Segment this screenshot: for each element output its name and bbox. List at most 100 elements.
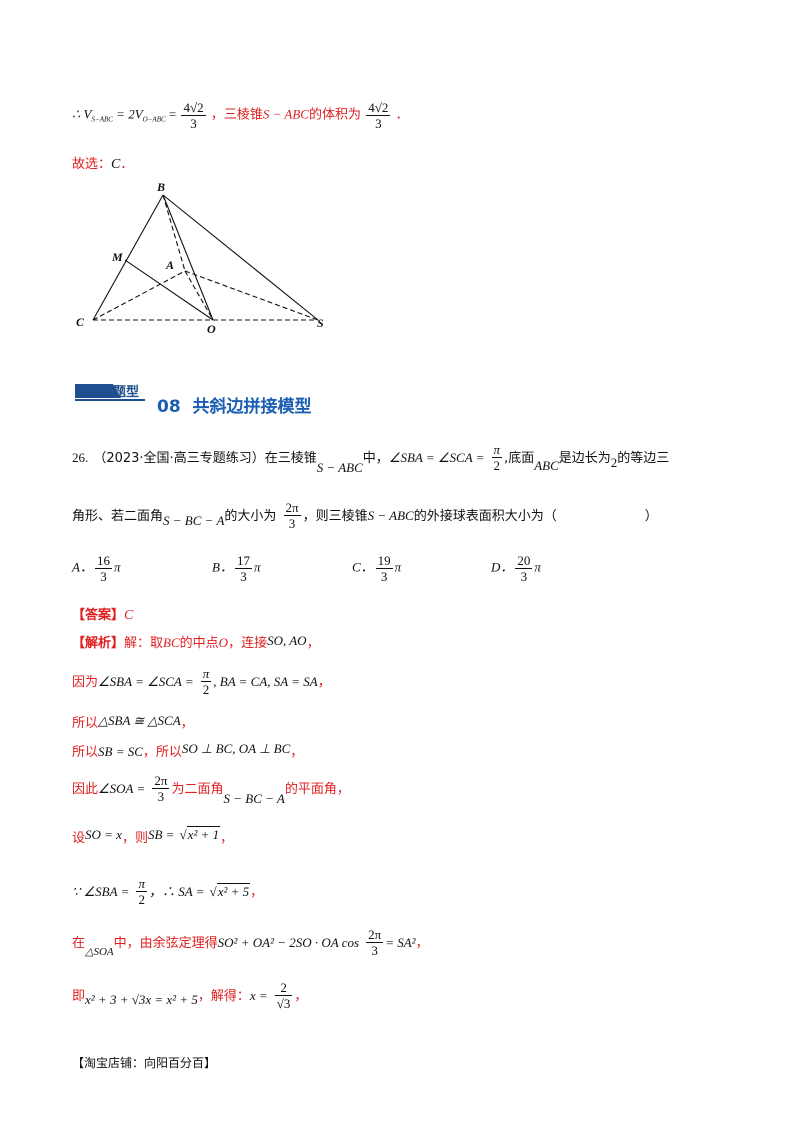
problem-line2-e: ） <box>644 509 658 524</box>
sol-l2-rest: , BA = CA, SA = SA <box>213 674 318 689</box>
solution-line-4: 所以SB = SC，所以SO ⊥ BC, OA ⊥ BC， <box>72 741 303 760</box>
edge-bs <box>162 194 319 321</box>
label-c: C <box>76 315 85 329</box>
choose-end: ． <box>120 157 134 172</box>
edge-ba <box>162 194 186 272</box>
choose-line: 故选：C． <box>72 153 133 173</box>
option-c-num: 19 <box>375 553 393 569</box>
volume-text-a: ，三棱锥 <box>210 107 263 123</box>
solution-label: 【解析】 <box>72 636 125 651</box>
option-d-num: 20 <box>515 553 533 569</box>
problem-in: 中， <box>362 451 389 466</box>
answer-label: 【答案】 <box>72 608 125 623</box>
sol-l7-sqrt: x² + 5 <box>216 883 251 899</box>
sol-l6-a: 设 <box>72 831 86 846</box>
tetrahedron-figure: B M A C O S <box>76 180 324 336</box>
sol-l7-b: ，∴ SA = <box>148 884 205 899</box>
solution-intro-a: 解：取 <box>124 636 164 651</box>
sol-l9-m: x² + 3 + √3x = x² + 5 <box>85 992 198 1007</box>
sol-l8-a: 在 <box>72 936 86 951</box>
sol-l5-frac: 2π 3 <box>152 773 170 804</box>
sol-l9-a: 即 <box>72 989 86 1004</box>
volume-mid: = 2V <box>112 106 143 122</box>
sol-l5-den: 3 <box>157 789 165 804</box>
edge-ca <box>92 270 186 321</box>
sol-l2-math: ∠SBA = ∠SCA = <box>98 674 194 689</box>
solution-line-3: 所以△SBA ≅ △SCA， <box>72 712 194 731</box>
option-a-num: 16 <box>94 553 112 569</box>
solution-o: O <box>218 635 229 650</box>
edge-as <box>184 270 319 321</box>
problem-pi: π <box>491 442 503 458</box>
sol-l8-m: SO² + OA² − 2SO · OA cos <box>217 935 360 950</box>
volume-sub-1: S−ABC <box>91 115 113 124</box>
volume-sub-2: O−ABC <box>142 115 166 124</box>
volume-frac-den: 3 <box>190 116 197 131</box>
solution-intro-b: 的中点 <box>179 636 219 651</box>
problem-side-len: 2 <box>610 455 618 470</box>
option-d[interactable]: D． 20 3 π <box>491 553 541 584</box>
section-badge-text: 题型 <box>113 385 140 400</box>
volume-tetra: S − ABC <box>262 106 309 122</box>
option-b-pi: π <box>253 559 261 575</box>
sol-l5-m2: S − BC − A <box>223 791 285 806</box>
problem-line-2: 角形、若二面角S − BC − A的大小为 2π 3 ，则三棱锥S − ABC的外接… <box>72 500 658 531</box>
sol-l9-den: √3 <box>276 996 291 1011</box>
option-a-pi: π <box>113 559 121 575</box>
sol-l4-a: 所以 <box>72 745 99 760</box>
sol-l9-m2: x = <box>249 988 268 1003</box>
section-badge: 题型 <box>75 380 145 402</box>
sol-l5-m: ∠SOA = <box>98 781 146 796</box>
option-b[interactable]: B． 17 3 π <box>212 553 260 584</box>
sol-l2-end: ， <box>317 675 331 690</box>
section-title: 共斜边拼接模型 <box>192 397 312 417</box>
sol-l8-num: 2π <box>366 927 384 943</box>
option-d-letter: D． <box>491 559 514 575</box>
footer-shop: 【淘宝店铺：向阳百分百】 <box>72 1056 217 1070</box>
sol-l5-b: 为二面角 <box>171 782 224 797</box>
sol-l9-end: ， <box>294 989 308 1004</box>
badge-shape-icon <box>75 384 145 401</box>
edge-ao <box>184 270 214 321</box>
option-b-den: 3 <box>240 569 247 584</box>
volume-fraction: 4√2 3 <box>181 100 206 131</box>
sol-l2-two: 2 <box>202 682 210 697</box>
edge-mo <box>124 259 214 321</box>
problem-equi-text: 的等边三 <box>617 451 670 466</box>
solution-conn: SO, AO <box>267 633 307 648</box>
sol-l3-end: ， <box>180 716 194 731</box>
solution-line-1: 【解析】解：取BC的中点O，连接SO, AO， <box>72 632 320 651</box>
sol-l9-num: 2 <box>274 980 293 996</box>
sol-l4-m1: SB = SC <box>98 744 143 759</box>
option-a[interactable]: A． 16 3 π <box>72 553 120 584</box>
problem-line2-tetra: S − ABC <box>367 508 414 523</box>
option-d-frac: 20 3 <box>515 553 533 584</box>
edge-bc <box>92 194 164 321</box>
sol-l7-radical-icon: √ <box>209 884 217 899</box>
sol-l6-b: ，则 <box>121 831 148 846</box>
solution-intro-c: ，连接 <box>228 636 268 651</box>
problem-two: 2 <box>493 458 501 473</box>
option-b-letter: B． <box>212 559 233 575</box>
volume-result-line: ∴ VS−ABC = 2VO−ABC = 4√2 3 ，三棱锥S − ABC的体积… <box>72 100 409 131</box>
problem-tetra: S − ABC <box>316 460 363 475</box>
option-d-pi: π <box>534 559 541 575</box>
option-c[interactable]: C． 19 3 π <box>352 553 401 584</box>
option-a-frac: 16 3 <box>94 553 112 584</box>
volume-frac-num: 4√2 <box>181 100 206 116</box>
sol-l8-den: 3 <box>371 943 378 958</box>
choose-label: 故选： <box>72 157 112 172</box>
sol-l4-b: ，所以 <box>142 745 182 760</box>
label-o: O <box>207 322 216 336</box>
edge-bo <box>162 194 214 321</box>
solution-intro-d: ， <box>306 636 320 651</box>
problem-line-1: 26. （2023·全国·高三专题练习）在三棱锥S − ABC中，∠SBA = … <box>72 442 669 476</box>
sol-l3-a: 所以 <box>72 716 99 731</box>
sol-l7-a: ∵ ∠SBA = <box>72 884 130 899</box>
sol-l8-tri: △SOA <box>85 946 114 958</box>
problem-line2-a: 角形、若二面角 <box>72 509 164 524</box>
option-c-den: 3 <box>380 569 388 584</box>
sol-l8-end: ， <box>415 936 429 951</box>
